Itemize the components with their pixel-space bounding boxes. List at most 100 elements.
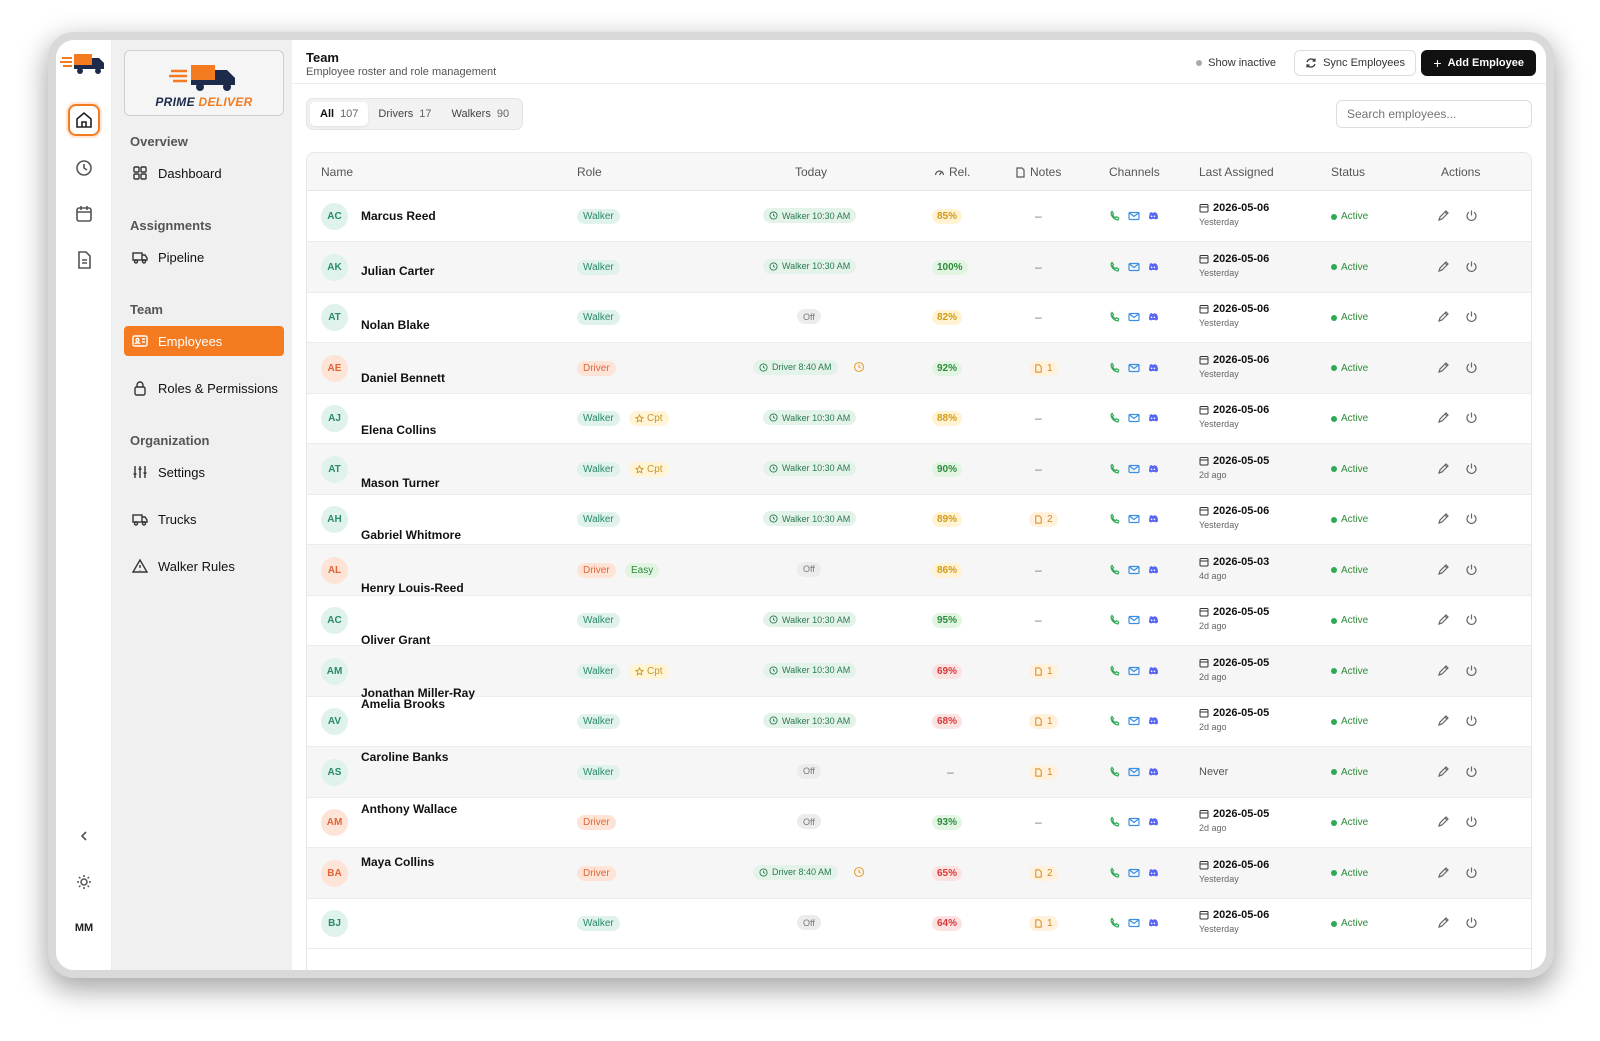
table-row[interactable]: AC Oliver Grant Walker Walker 10:30 AM 95% – 2… — [307, 595, 1531, 647]
edit-pencil-icon[interactable] — [1437, 815, 1450, 828]
employee-name[interactable]: Oliver Grant — [361, 633, 431, 647]
edit-pencil-icon[interactable] — [1437, 512, 1450, 525]
email-icon[interactable] — [1128, 412, 1140, 424]
email-icon[interactable] — [1128, 311, 1140, 323]
collapse-sidebar-button[interactable] — [68, 820, 100, 852]
rail-history-button[interactable] — [68, 152, 100, 184]
table-row[interactable]: AK Julian Carter Walker Walker 10:30 AM 100%… — [307, 241, 1531, 293]
sidebar-item-pipeline[interactable]: Pipeline — [124, 242, 284, 272]
tab-all[interactable]: All 107 — [310, 102, 369, 126]
power-icon[interactable] — [1465, 815, 1478, 828]
notes-badge[interactable]: 1 — [1029, 916, 1058, 931]
table-row[interactable]: AV Amelia Brooks Walker Walker 10:30 AM 68% 1… — [307, 696, 1531, 747]
employee-name[interactable]: Mason Turner — [361, 475, 440, 490]
discord-icon[interactable] — [1147, 665, 1159, 677]
phone-icon[interactable] — [1109, 866, 1121, 879]
email-icon[interactable] — [1128, 261, 1140, 273]
sidebar-item-employees[interactable]: Employees — [124, 326, 284, 356]
power-icon[interactable] — [1465, 664, 1478, 677]
employee-name[interactable]: Elena Collins — [361, 423, 437, 437]
table-row[interactable]: AL Henry Louis-Reed Driver Easy Off 86% – 2026-… — [307, 544, 1531, 596]
notes-badge[interactable]: 1 — [1029, 764, 1058, 780]
discord-icon[interactable] — [1147, 513, 1159, 525]
rail-calendar-button[interactable] — [68, 198, 100, 230]
employee-name[interactable]: Daniel Bennett — [361, 370, 446, 385]
tab-drivers[interactable]: Drivers 17 — [368, 102, 441, 126]
notes-badge[interactable]: 2 — [1029, 512, 1058, 527]
edit-pencil-icon[interactable] — [1437, 310, 1450, 323]
table-row[interactable]: AT Mason Turner Walker Cpt Walker 10:30 AM 90… — [307, 443, 1531, 495]
show-inactive-toggle[interactable]: Show inactive — [1196, 57, 1276, 69]
power-icon[interactable] — [1465, 361, 1478, 374]
email-icon[interactable] — [1128, 564, 1140, 576]
sidebar-item-dashboard[interactable]: Dashboard — [124, 158, 284, 188]
power-icon[interactable] — [1465, 613, 1478, 626]
phone-icon[interactable] — [1109, 917, 1121, 929]
table-row[interactable]: AM Anthony Wallace Driver Off 93% – 2026-05-05… — [307, 797, 1531, 848]
col-today[interactable]: Today — [795, 165, 828, 179]
power-icon[interactable] — [1465, 563, 1478, 576]
edit-pencil-icon[interactable] — [1437, 563, 1450, 576]
discord-icon[interactable] — [1147, 766, 1159, 778]
phone-icon[interactable] — [1109, 664, 1121, 677]
discord-icon[interactable] — [1147, 564, 1159, 576]
power-icon[interactable] — [1465, 512, 1478, 525]
col-name[interactable]: Name — [321, 165, 354, 179]
power-icon[interactable] — [1465, 411, 1478, 424]
edit-pencil-icon[interactable] — [1437, 361, 1450, 374]
discord-icon[interactable] — [1147, 614, 1159, 626]
notes-badge[interactable]: 1 — [1029, 714, 1058, 729]
table-row[interactable]: AC Marcus Reed Walker Walker 10:30 AM 85% – 20… — [307, 191, 1531, 242]
phone-icon[interactable] — [1109, 513, 1121, 525]
power-icon[interactable] — [1465, 310, 1478, 323]
email-icon[interactable] — [1128, 362, 1140, 374]
edit-pencil-icon[interactable] — [1437, 916, 1450, 929]
power-icon[interactable] — [1465, 916, 1478, 929]
edit-pencil-icon[interactable] — [1437, 411, 1450, 424]
email-icon[interactable] — [1128, 210, 1140, 222]
edit-pencil-icon[interactable] — [1437, 866, 1450, 879]
discord-icon[interactable] — [1147, 867, 1159, 879]
edit-pencil-icon[interactable] — [1437, 209, 1450, 222]
user-avatar[interactable]: MM — [74, 922, 94, 934]
table-row[interactable]: AT Nolan Blake Walker Off 82% – 2026-05-06 Yest… — [307, 292, 1531, 343]
edit-pencil-icon[interactable] — [1437, 714, 1450, 727]
email-icon[interactable] — [1128, 715, 1140, 727]
discord-icon[interactable] — [1147, 261, 1159, 273]
notes-badge[interactable]: 1 — [1029, 663, 1058, 679]
power-icon[interactable] — [1465, 462, 1478, 475]
power-icon[interactable] — [1465, 209, 1478, 222]
employee-name[interactable]: Anthony Wallace — [361, 802, 458, 816]
employee-name[interactable]: Caroline Banks — [361, 749, 449, 764]
discord-icon[interactable] — [1147, 210, 1159, 222]
email-icon[interactable] — [1128, 665, 1140, 677]
employee-name[interactable]: Nolan Blake — [361, 318, 430, 332]
edit-pencil-icon[interactable] — [1437, 613, 1450, 626]
discord-icon[interactable] — [1147, 463, 1159, 475]
phone-icon[interactable] — [1109, 715, 1121, 727]
email-icon[interactable] — [1128, 513, 1140, 525]
edit-pencil-icon[interactable] — [1437, 260, 1450, 273]
employee-name[interactable]: Gabriel Whitmore — [361, 528, 462, 542]
power-icon[interactable] — [1465, 866, 1478, 879]
theme-toggle-button[interactable] — [68, 866, 100, 898]
tab-walkers[interactable]: Walkers 90 — [442, 102, 520, 126]
email-icon[interactable] — [1128, 614, 1140, 626]
col-channels[interactable]: Channels — [1109, 165, 1160, 179]
phone-icon[interactable] — [1109, 563, 1121, 576]
email-icon[interactable] — [1128, 463, 1140, 475]
search-input[interactable] — [1336, 100, 1532, 128]
rail-document-button[interactable] — [68, 244, 100, 276]
email-icon[interactable] — [1128, 766, 1140, 778]
phone-icon[interactable] — [1109, 412, 1121, 424]
email-icon[interactable] — [1128, 867, 1140, 879]
col-last-assigned[interactable]: Last Assigned — [1199, 165, 1274, 179]
phone-icon[interactable] — [1109, 765, 1121, 778]
power-icon[interactable] — [1465, 260, 1478, 273]
employee-name[interactable]: Marcus Reed — [361, 209, 436, 223]
discord-icon[interactable] — [1147, 362, 1159, 374]
col-notes[interactable]: Notes — [1015, 165, 1061, 179]
table-row[interactable]: AH Gabriel Whitmore Walker Walker 10:30 AM 8… — [307, 494, 1531, 545]
notes-badge[interactable]: 1 — [1029, 360, 1058, 376]
col-reliability[interactable]: Rel. — [934, 165, 970, 179]
